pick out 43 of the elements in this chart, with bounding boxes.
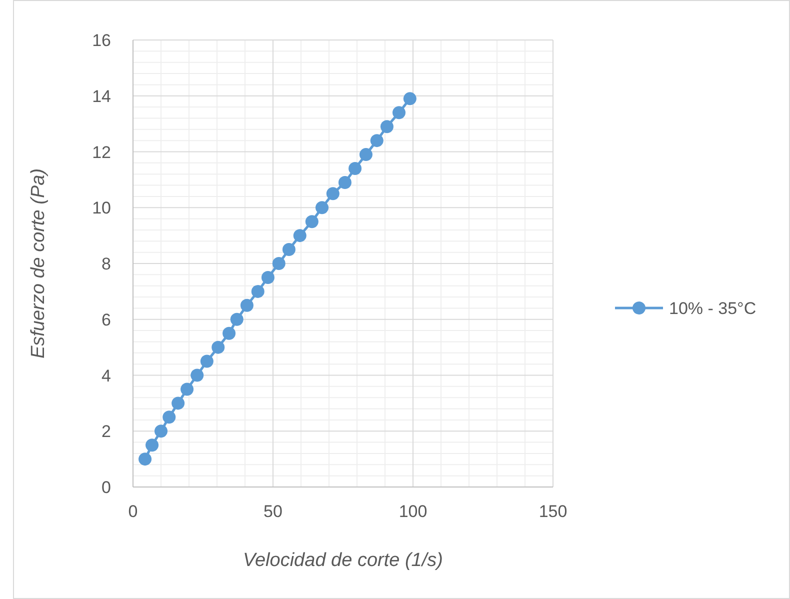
y-tick-label: 0	[102, 478, 111, 497]
point	[230, 312, 244, 326]
point	[370, 134, 384, 148]
y-tick-label: 16	[92, 31, 111, 50]
point	[172, 396, 185, 410]
x-tick-label: 100	[398, 502, 428, 521]
y-axis-title: Esfuerzo de corte (Pa)	[28, 168, 49, 359]
y-tick-label: 8	[102, 254, 111, 274]
x-tick-label: 150	[538, 502, 568, 521]
point	[293, 229, 306, 242]
point	[162, 410, 176, 424]
point	[154, 424, 168, 438]
point	[380, 120, 394, 134]
y-tick-label: 4	[102, 366, 111, 386]
point	[316, 201, 328, 214]
legend-label: 10% - 35°C	[669, 299, 756, 318]
y-tick-label: 6	[102, 310, 111, 330]
point	[348, 162, 362, 176]
point	[338, 176, 352, 189]
point	[305, 215, 318, 228]
y-tick-label: 14	[92, 86, 111, 106]
point	[146, 438, 159, 452]
point	[392, 106, 406, 120]
point	[272, 257, 286, 270]
point	[359, 148, 372, 162]
y-tick-label: 12	[92, 142, 111, 162]
point	[180, 382, 194, 396]
y-tick-label: 10	[92, 198, 111, 218]
y-tick-label: 2	[102, 422, 111, 442]
x-tick-label: 0	[128, 502, 138, 521]
point	[326, 187, 340, 200]
point	[251, 284, 264, 298]
point	[138, 452, 152, 466]
point	[212, 340, 225, 354]
x-axis-title: Velocidad de corte (1/s)	[243, 550, 443, 571]
point	[200, 354, 214, 368]
point	[282, 243, 296, 256]
x-tick-label: 50	[264, 502, 282, 521]
point	[240, 298, 254, 312]
point	[222, 326, 236, 340]
point	[261, 270, 274, 284]
point	[403, 92, 416, 106]
point	[190, 368, 204, 382]
